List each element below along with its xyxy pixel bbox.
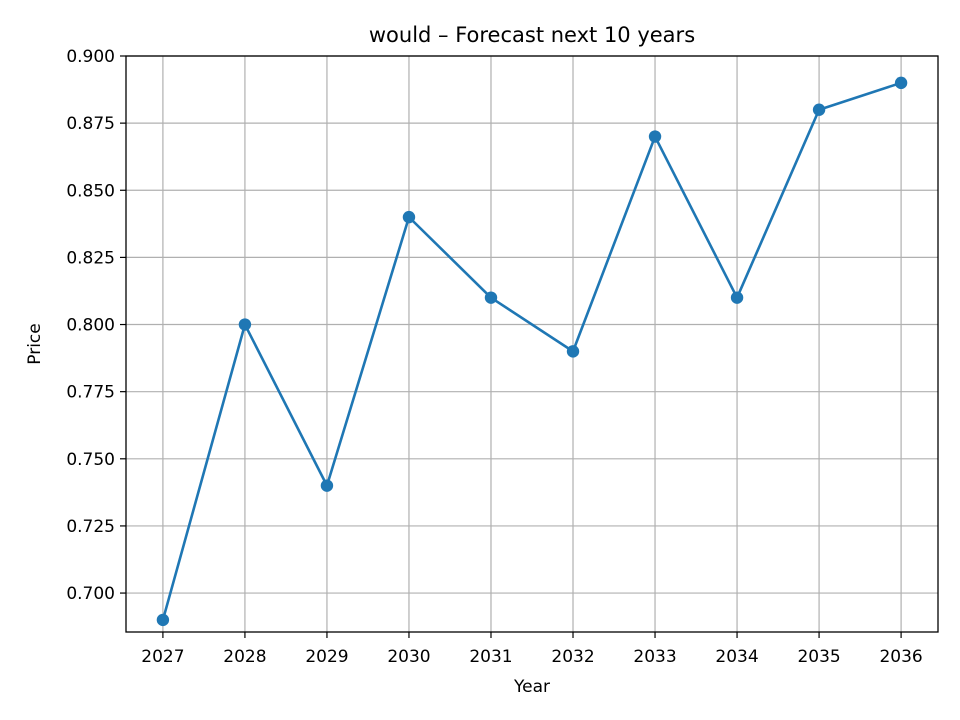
y-tick-label: 0.775	[66, 383, 115, 403]
y-axis-label: Price	[25, 323, 45, 364]
y-tick-label: 0.725	[66, 517, 115, 537]
grid-layer	[126, 55, 938, 632]
y-tick-label: 0.875	[66, 114, 115, 134]
axes-frame	[125, 55, 939, 633]
data-point-2030	[402, 210, 416, 224]
x-tick-label: 2033	[633, 647, 676, 667]
x-tick-label: 2029	[305, 647, 348, 667]
tick-layer: 2027 2028 2029 2030 2031 2032 2033 2034 2035 2036…	[66, 47, 922, 667]
x-tick-label: 2032	[551, 647, 594, 667]
data-point-2029	[320, 479, 334, 492]
chart-title: would – Forecast next 10 years	[369, 23, 695, 47]
data-point-2033	[648, 130, 662, 143]
x-tick-label: 2036	[879, 647, 922, 667]
x-tick-label: 2031	[469, 647, 512, 667]
x-tick-label: 2030	[387, 647, 430, 667]
data-point-2028	[238, 318, 252, 331]
y-tick-label: 0.900	[66, 47, 115, 67]
y-tick-label: 0.700	[66, 584, 115, 604]
data-point-2031	[484, 291, 498, 304]
series-line	[161, 81, 902, 621]
x-tick-label: 2028	[223, 647, 266, 667]
x-tick-label: 2035	[797, 647, 840, 667]
x-tick-label: 2034	[715, 647, 758, 667]
x-tick-label: 2027	[141, 647, 184, 667]
series-layer	[156, 76, 908, 627]
data-point-2027	[156, 613, 170, 627]
y-tick-label: 0.750	[66, 450, 115, 470]
y-tick-label: 0.800	[66, 316, 115, 336]
y-tick-label: 0.850	[66, 181, 115, 201]
x-axis-label: Year	[513, 677, 550, 697]
y-tick-label: 0.825	[66, 248, 115, 268]
data-point-2032	[566, 345, 580, 358]
data-point-2036	[894, 76, 908, 90]
data-point-2035	[812, 103, 826, 116]
data-point-2034	[730, 291, 744, 304]
